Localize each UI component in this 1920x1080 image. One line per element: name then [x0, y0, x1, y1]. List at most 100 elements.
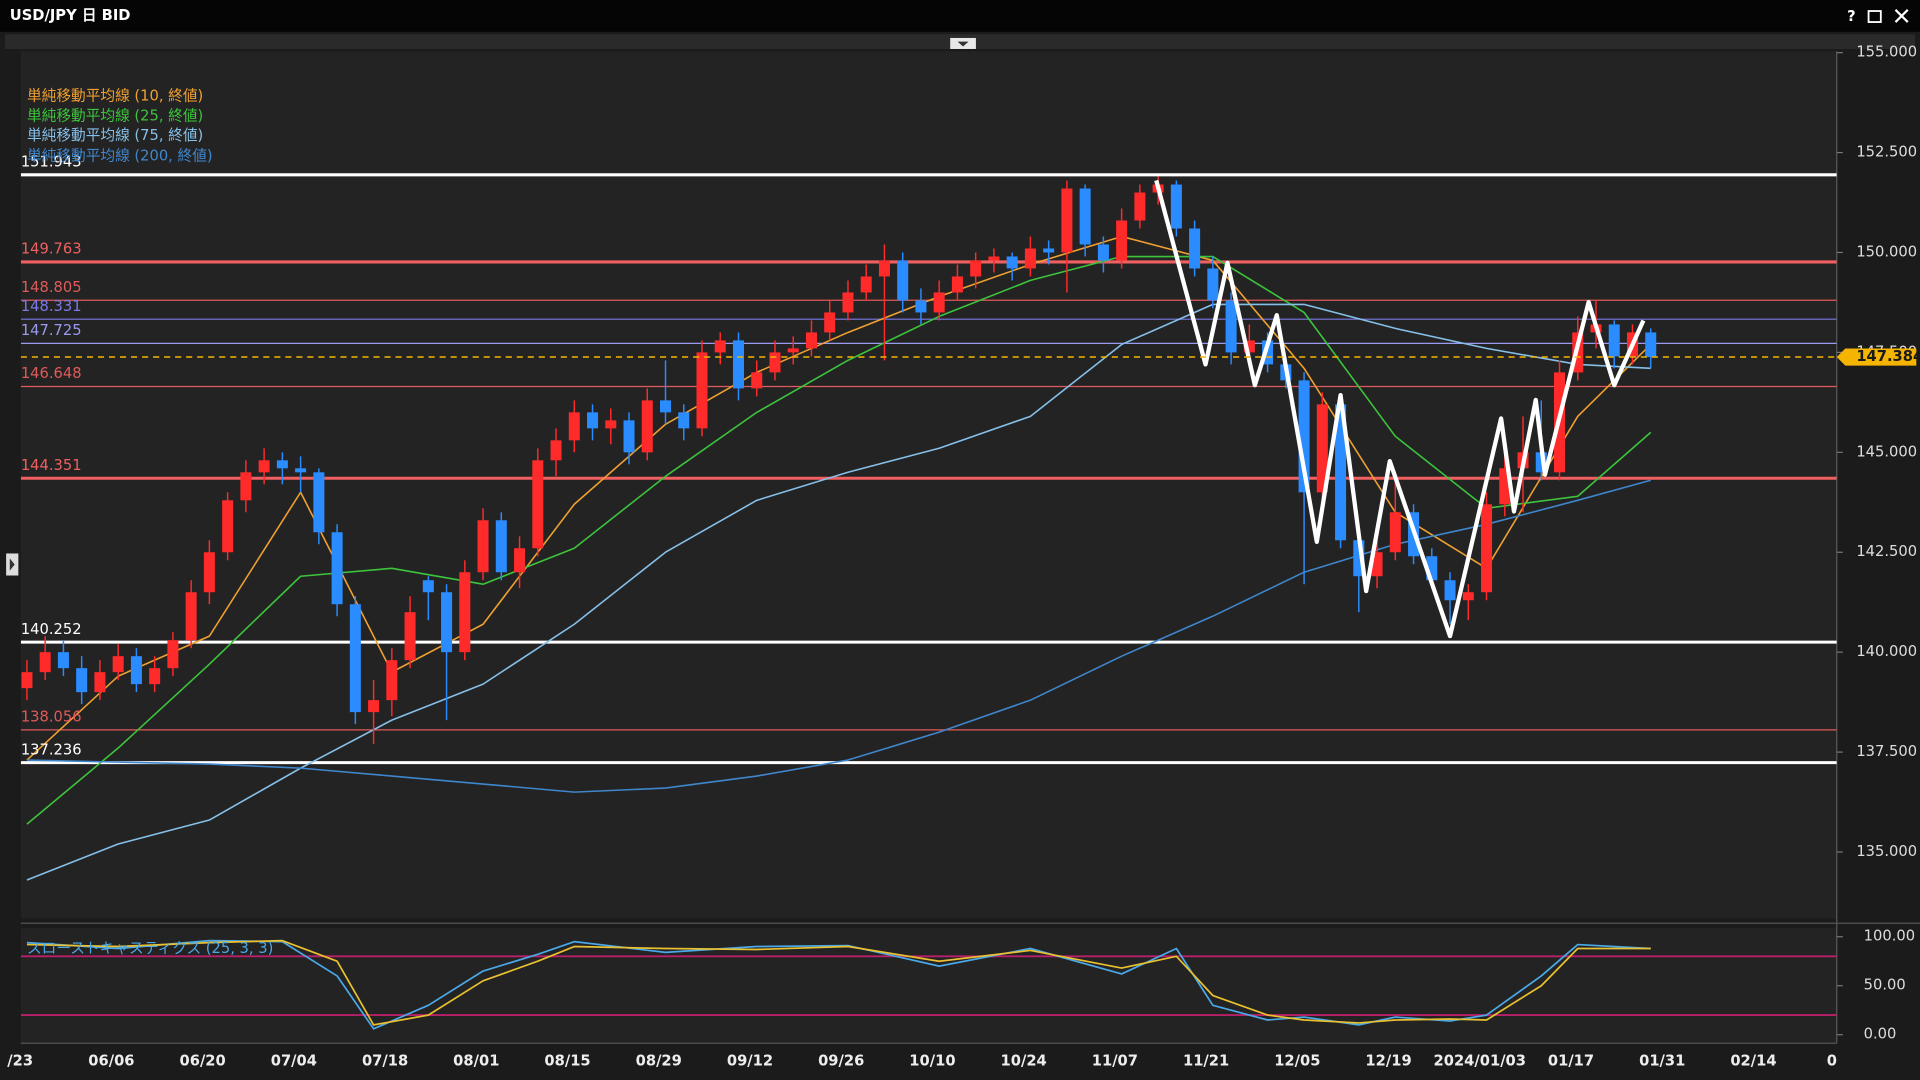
candle-body	[258, 460, 270, 473]
level-label: 140.252	[21, 621, 82, 638]
x-tick-label: 08/15	[544, 1053, 590, 1070]
candle-body	[550, 440, 562, 461]
candle-body	[368, 700, 380, 713]
candle-body	[1481, 504, 1493, 593]
candle-body	[76, 668, 88, 693]
maximize-button[interactable]	[1867, 10, 1882, 23]
level-label: 148.805	[21, 279, 82, 296]
candle-body	[1079, 188, 1091, 245]
window-title: USD/JPY 日 BID	[10, 7, 131, 24]
stochastic-line	[26, 939, 1651, 1026]
candle-body	[970, 260, 982, 277]
level-label: 151.943	[21, 154, 82, 171]
x-tick-label: 02/14	[1730, 1053, 1776, 1070]
y-axis: 135.000137.500140.000142.500145.000147.5…	[1836, 44, 1920, 1043]
main-plot: 151.943 149.763 148.805 148.331 147.725 146.6…	[20, 154, 1837, 881]
candle-body	[623, 420, 635, 453]
x-tick-label: 07/04	[271, 1053, 317, 1070]
y-tick-label: 137.500	[1856, 743, 1917, 760]
candle-body	[1207, 268, 1219, 301]
candle-body	[587, 412, 599, 429]
candle-body	[751, 372, 763, 389]
candle-body	[1389, 512, 1401, 553]
candle-body	[915, 300, 927, 313]
level-label: 137.236	[21, 741, 82, 758]
legend-entry: 単純移動平均線 (200, 終値)	[27, 148, 213, 165]
candle-body	[222, 500, 234, 553]
level-label: 149.763	[21, 241, 82, 258]
zigzag-annotation	[1154, 179, 1646, 639]
candle-body	[660, 400, 672, 413]
candle-body	[1444, 580, 1456, 601]
candle-body	[1353, 540, 1365, 577]
slider-arrow	[9, 558, 15, 571]
legend-entry: 単純移動平均線 (75, 終値)	[27, 127, 203, 144]
x-axis: /23 06/06 06/20 07/04 07/18 08/01 08/15 08/29 09…	[7, 1053, 1836, 1070]
x-tick-label: 12/19	[1365, 1053, 1411, 1070]
candle-body	[1043, 248, 1055, 253]
y-tick-label: 0.00	[1864, 1026, 1897, 1043]
candle-body	[1061, 188, 1073, 253]
candle-body	[842, 292, 854, 313]
candle-body	[769, 352, 781, 373]
candle-body	[39, 652, 51, 673]
candle-body	[1243, 340, 1255, 353]
stochastic-plot	[20, 939, 1837, 1030]
candle-body	[1006, 256, 1018, 269]
candle-body	[805, 332, 817, 349]
legend: 単純移動平均線 (10, 終値) 単純移動平均線 (25, 終値) 単純移動平均…	[27, 88, 273, 957]
candle-body	[459, 572, 471, 653]
candle-body	[167, 640, 179, 669]
close-button[interactable]	[1894, 9, 1909, 23]
candle-body	[714, 340, 726, 353]
y-tick-label: 145.000	[1856, 443, 1917, 460]
candle-body	[441, 592, 453, 653]
legend-entry: 単純移動平均線 (10, 終値)	[27, 88, 203, 105]
candle-body	[1189, 228, 1201, 269]
y-tick-label: 140.000	[1856, 643, 1917, 660]
candle-body	[1316, 404, 1328, 493]
candle-body	[386, 660, 398, 701]
candle-body	[787, 348, 799, 353]
candle-body	[331, 532, 343, 605]
candle-body	[1097, 244, 1109, 261]
x-tick-label: 09/26	[818, 1053, 864, 1070]
x-tick-label: 11/07	[1092, 1053, 1138, 1070]
current-price-label: 147.384	[1856, 348, 1920, 365]
candle-body	[1335, 404, 1347, 541]
candle-body	[951, 276, 963, 293]
help-button[interactable]: ?	[1847, 8, 1856, 25]
candle-body	[860, 276, 872, 293]
candle-body	[240, 472, 252, 501]
candle-body	[878, 260, 890, 277]
moving-average	[26, 255, 1652, 825]
y-tick-label: 135.000	[1856, 843, 1917, 860]
candle-body	[295, 468, 307, 473]
y-tick-label: 100.00	[1864, 928, 1915, 945]
candle-body	[1499, 468, 1511, 505]
x-tick-label: 10/10	[909, 1053, 955, 1070]
candle-body	[568, 412, 580, 441]
stochastic-panel	[20, 928, 1837, 1044]
candle-body	[149, 668, 161, 685]
candle-body	[495, 520, 507, 573]
candle-body	[130, 656, 142, 685]
y-tick-label: 150.000	[1856, 243, 1917, 260]
x-tick-label: 09/12	[727, 1053, 773, 1070]
toggle-arrow	[957, 41, 969, 47]
candle-body	[532, 460, 544, 549]
candle-body	[1170, 184, 1182, 229]
candle-body	[422, 580, 434, 593]
candle-body	[696, 352, 708, 429]
x-tick-label: 01/17	[1548, 1053, 1594, 1070]
x-tick-label: 06/20	[180, 1053, 226, 1070]
candle-body	[605, 420, 617, 429]
level-label: 148.331	[21, 298, 82, 315]
candle-body	[477, 520, 489, 573]
candle-body	[313, 472, 325, 533]
y-tick-label: 155.000	[1856, 44, 1917, 61]
candle-body	[276, 460, 288, 469]
level-label: 138.056	[21, 709, 82, 726]
candle-body	[94, 672, 106, 693]
